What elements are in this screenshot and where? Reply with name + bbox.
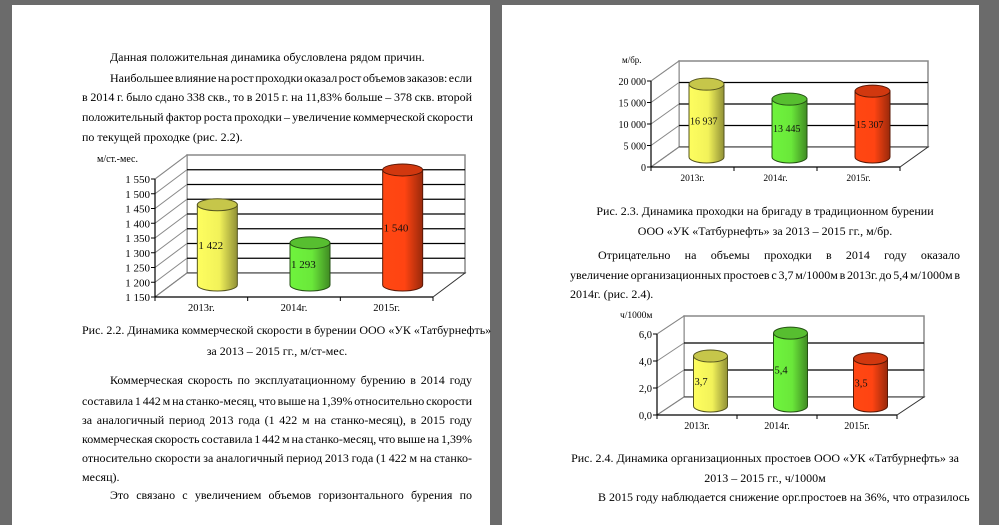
x-category-label: 2015г.	[373, 303, 400, 314]
y-axis-unit-label: м/бр.	[622, 55, 642, 65]
x-category-label: 2014г.	[281, 303, 308, 314]
left-text-line: Коммерческая скорость по эксплуатационно…	[110, 373, 472, 387]
side-gridline	[154, 228, 188, 254]
side-gridline	[154, 243, 188, 268]
cylinder-bar-top	[688, 77, 725, 91]
bar-value-label: 3,5	[855, 378, 868, 389]
cylinder-bar-top	[854, 84, 891, 98]
x-category-label: 2013г.	[684, 421, 709, 432]
right-text-line: увеличение организационных простоев с 3,…	[570, 268, 960, 282]
y-axis-unit-label: ч/1000м	[620, 311, 652, 321]
bar-value-label: 1 293	[291, 259, 316, 271]
x-category-label: 2014г.	[763, 174, 787, 184]
side-gridline	[656, 342, 685, 362]
cylinder-bar-top	[382, 163, 424, 177]
right-text-line: 2014г. (рис. 2.4).	[570, 287, 654, 301]
side-gridline	[154, 257, 188, 283]
side-gridline	[154, 213, 188, 239]
left-text-line: Рис. 2.2. Динамика коммерческой скорости…	[82, 323, 492, 337]
y-tick-label: 1 300	[125, 248, 150, 260]
side-gridline	[650, 82, 680, 103]
cylinder-bar-body	[289, 242, 331, 292]
side-gridline	[650, 125, 680, 146]
x-category-label: 2014г.	[764, 421, 789, 432]
left-text-line: месяц).	[82, 470, 120, 484]
left-text-line: Данная положительная динамика обусловлен…	[110, 50, 425, 64]
x-category-label: 2015г.	[846, 174, 870, 184]
side-gridline	[650, 103, 680, 125]
cylinder-bar-body	[196, 204, 238, 292]
left-text-line: за 2013 – 2015 гг., м/ст-мес.	[206, 344, 348, 358]
y-tick-label: 0	[641, 163, 646, 174]
side-gridline	[154, 272, 188, 298]
bar-value-label: 5,4	[775, 366, 789, 377]
cylinder-bar-top	[196, 198, 238, 212]
side-gridline	[650, 146, 680, 168]
cylinder-bar-top	[289, 236, 331, 250]
cylinder-bar-top	[693, 349, 728, 363]
y-tick-label: 1 200	[125, 277, 150, 289]
side-gridline	[154, 184, 188, 209]
x-category-label: 2013г.	[680, 174, 704, 184]
y-tick-label: 20 000	[619, 77, 647, 88]
cylinder-bar-body	[693, 355, 728, 413]
cylinder-bar-top	[853, 352, 888, 366]
y-tick-label: 1 500	[125, 189, 150, 201]
x-category-label: 2015г.	[844, 421, 869, 432]
left-text-line: за аналогичный период 2013 года (1 422 м…	[82, 413, 472, 427]
y-tick-label: 4,0	[639, 357, 652, 368]
right-text-line: 2013 – 2015 гг., ч/1000м	[704, 471, 826, 485]
left-text-line: составила 1 442 м на станко-месяц, что в…	[82, 394, 472, 408]
y-tick-label: 2,0	[639, 384, 652, 395]
right-text-line: В 2015 году наблюдается снижение орг.про…	[598, 490, 970, 504]
y-tick-label: 1 350	[125, 233, 150, 245]
bar-value-label: 3,7	[695, 377, 708, 388]
y-tick-label: 15 000	[619, 99, 647, 110]
y-tick-label: 1 550	[125, 174, 150, 186]
right-text-line: ООО «УК «Татбурнефть» за 2013 – 2015 гг.…	[637, 224, 893, 238]
y-tick-label: 0,0	[639, 411, 652, 422]
cylinder-bar-top	[771, 92, 808, 106]
left-text-line: Это связано с увеличением объемов горизо…	[110, 488, 472, 502]
y-tick-label: 5 000	[624, 142, 647, 153]
bar-value-label: 1 540	[384, 222, 409, 234]
left-text-line: положительный фактор роста проходки – ув…	[82, 110, 473, 124]
right-text-line: Рис. 2.3. Динамика проходки на бригаду в…	[596, 204, 934, 218]
left-text-line: Наибольшее влияние на рост проходки оказ…	[110, 71, 472, 85]
right-text-line: Рис. 2.4. Динамика организационных прост…	[571, 451, 959, 465]
y-tick-label: 1 450	[125, 204, 150, 216]
side-gridline	[154, 169, 188, 195]
bar-value-label: 15 307	[856, 120, 884, 131]
bar-value-label: 16 937	[690, 117, 718, 128]
cylinder-bar-body	[382, 169, 424, 292]
cylinder-bar-body	[771, 98, 808, 164]
left-text-line: коммерческая скорость составила 1 442 м …	[82, 432, 472, 446]
side-gridline	[154, 154, 188, 180]
y-axis-unit-label: м/ст.-мес.	[97, 154, 138, 165]
charts-layer: м/ст.-мес. 1 150 1 200 1 250 1 300 1 350 1 400…	[97, 55, 930, 432]
cylinder-bar-body	[688, 83, 725, 164]
y-tick-label: 1 250	[125, 263, 150, 275]
cylinder-bar-body	[854, 90, 891, 164]
cylinder-bar-top	[773, 326, 808, 340]
y-tick-label: 1 400	[125, 218, 150, 230]
left-text-line: в 2014 г. было сдано 338 скв., то в 2015…	[82, 90, 472, 104]
y-tick-label: 1 150	[125, 292, 150, 304]
y-tick-label: 10 000	[619, 120, 647, 131]
right-text-line: Отрицательно на объемы проходки в 2014 г…	[598, 248, 960, 262]
left-text-line: относительно скорости за аналогичный пер…	[82, 451, 472, 465]
side-gridline	[656, 396, 685, 416]
bar-value-label: 1 422	[198, 240, 223, 252]
bar-value-label: 13 445	[773, 124, 801, 135]
cylinder-bar-body	[773, 332, 808, 413]
cylinder-bar-body	[853, 358, 888, 413]
y-tick-label: 6,0	[639, 330, 652, 341]
side-gridline	[656, 315, 685, 335]
side-gridline	[650, 60, 680, 82]
side-gridline	[656, 369, 685, 389]
left-text-line: по текущей проходке (рис. 2.2).	[82, 130, 243, 144]
side-gridline	[154, 198, 188, 224]
x-category-label: 2013г.	[188, 303, 215, 314]
